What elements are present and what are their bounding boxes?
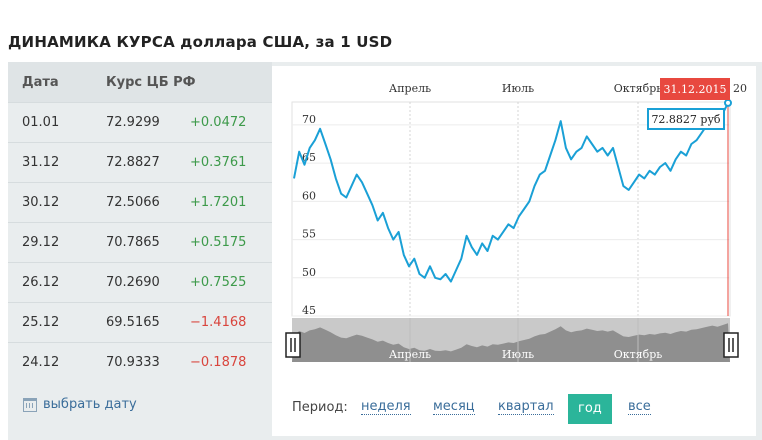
period-label: Период: [292,400,348,415]
date-badge [660,78,730,100]
row-rate: 72.9299 [106,115,160,130]
row-date: 24.12 [22,355,60,370]
table-row: 26.12 70.2690 +0.7525 [8,262,272,303]
navigator-handle-right[interactable] [723,332,739,358]
row-date: 26.12 [22,275,60,290]
value-tooltip-text: 72.8827 руб [651,113,720,126]
chart-panel: Апрель Июль Октябрь 20 70 65 60 55 50 45 72.8827 р… [272,66,756,436]
column-date-header: Дата [22,75,59,90]
row-change: +0.0472 [190,115,247,130]
navigator-month-label: Июль [502,348,534,361]
row-rate: 70.7865 [106,235,160,250]
row-change: −0.1878 [190,355,247,370]
row-rate: 72.8827 [106,155,160,170]
row-rate: 70.9333 [106,355,160,370]
row-change: +0.3761 [190,155,247,170]
period-option[interactable]: все [628,399,651,415]
table-row: 30.12 72.5066 +1.7201 [8,182,272,223]
month-label: Октябрь [614,82,663,95]
date-badge-text: 31.12.2015 [664,83,727,96]
table-row: 29.12 70.7865 +0.5175 [8,222,272,263]
current-point [724,98,732,107]
table-row: 25.12 69.5165 −1.4168 [8,302,272,343]
rate-line [293,102,729,283]
month-label: Апрель [389,82,431,95]
rates-table: Дата Курс ЦБ РФ 01.01 72.9299 +0.0472 31.12… [8,62,272,440]
table-row: 01.01 72.9299 +0.0472 [8,102,272,143]
month-label-cut: 20 [733,82,747,95]
period-option[interactable]: неделя [361,399,411,415]
period-option[interactable]: месяц [433,399,475,415]
table-row: 31.12 72.8827 +0.3761 [8,142,272,183]
row-date: 30.12 [22,195,60,210]
choose-date-label: выбрать дату [43,397,137,412]
row-change: −1.4168 [190,315,247,330]
period-option[interactable]: квартал [498,399,554,415]
row-date: 29.12 [22,235,60,250]
y-tick-label: 45 [302,304,316,317]
page-title: ДИНАМИКА КУРСА доллара США, за 1 USD [8,33,393,51]
navigator-handle-left[interactable] [285,332,301,358]
table-row: 24.12 70.9333 −0.1878 [8,342,272,383]
row-date: 01.01 [22,115,60,130]
choose-date-link[interactable]: выбрать дату [23,397,137,412]
row-change: +0.7525 [190,275,247,290]
row-rate: 72.5066 [106,195,160,210]
value-tooltip [647,108,725,130]
navigator-month-label: Октябрь [614,348,663,361]
navigator-area [292,323,730,362]
row-date: 25.12 [22,315,60,330]
table-header: Дата Курс ЦБ РФ [8,62,272,102]
y-tick-label: 50 [302,266,316,279]
y-tick-label: 55 [302,228,316,241]
column-rate-header: Курс ЦБ РФ [106,75,196,90]
y-tick-label: 60 [302,189,316,202]
row-rate: 69.5165 [106,315,160,330]
y-tick-label: 70 [302,113,316,126]
calendar-icon [23,397,37,412]
row-date: 31.12 [22,155,60,170]
navigator-month-label: Апрель [389,348,431,361]
month-label: Июль [502,82,534,95]
plot-area [291,101,731,317]
row-rate: 70.2690 [106,275,160,290]
period-option[interactable]: год [568,394,612,424]
row-change: +0.5175 [190,235,247,250]
row-change: +1.7201 [190,195,247,210]
period-selector: Период: неделя месяц квартал год все [292,394,752,424]
